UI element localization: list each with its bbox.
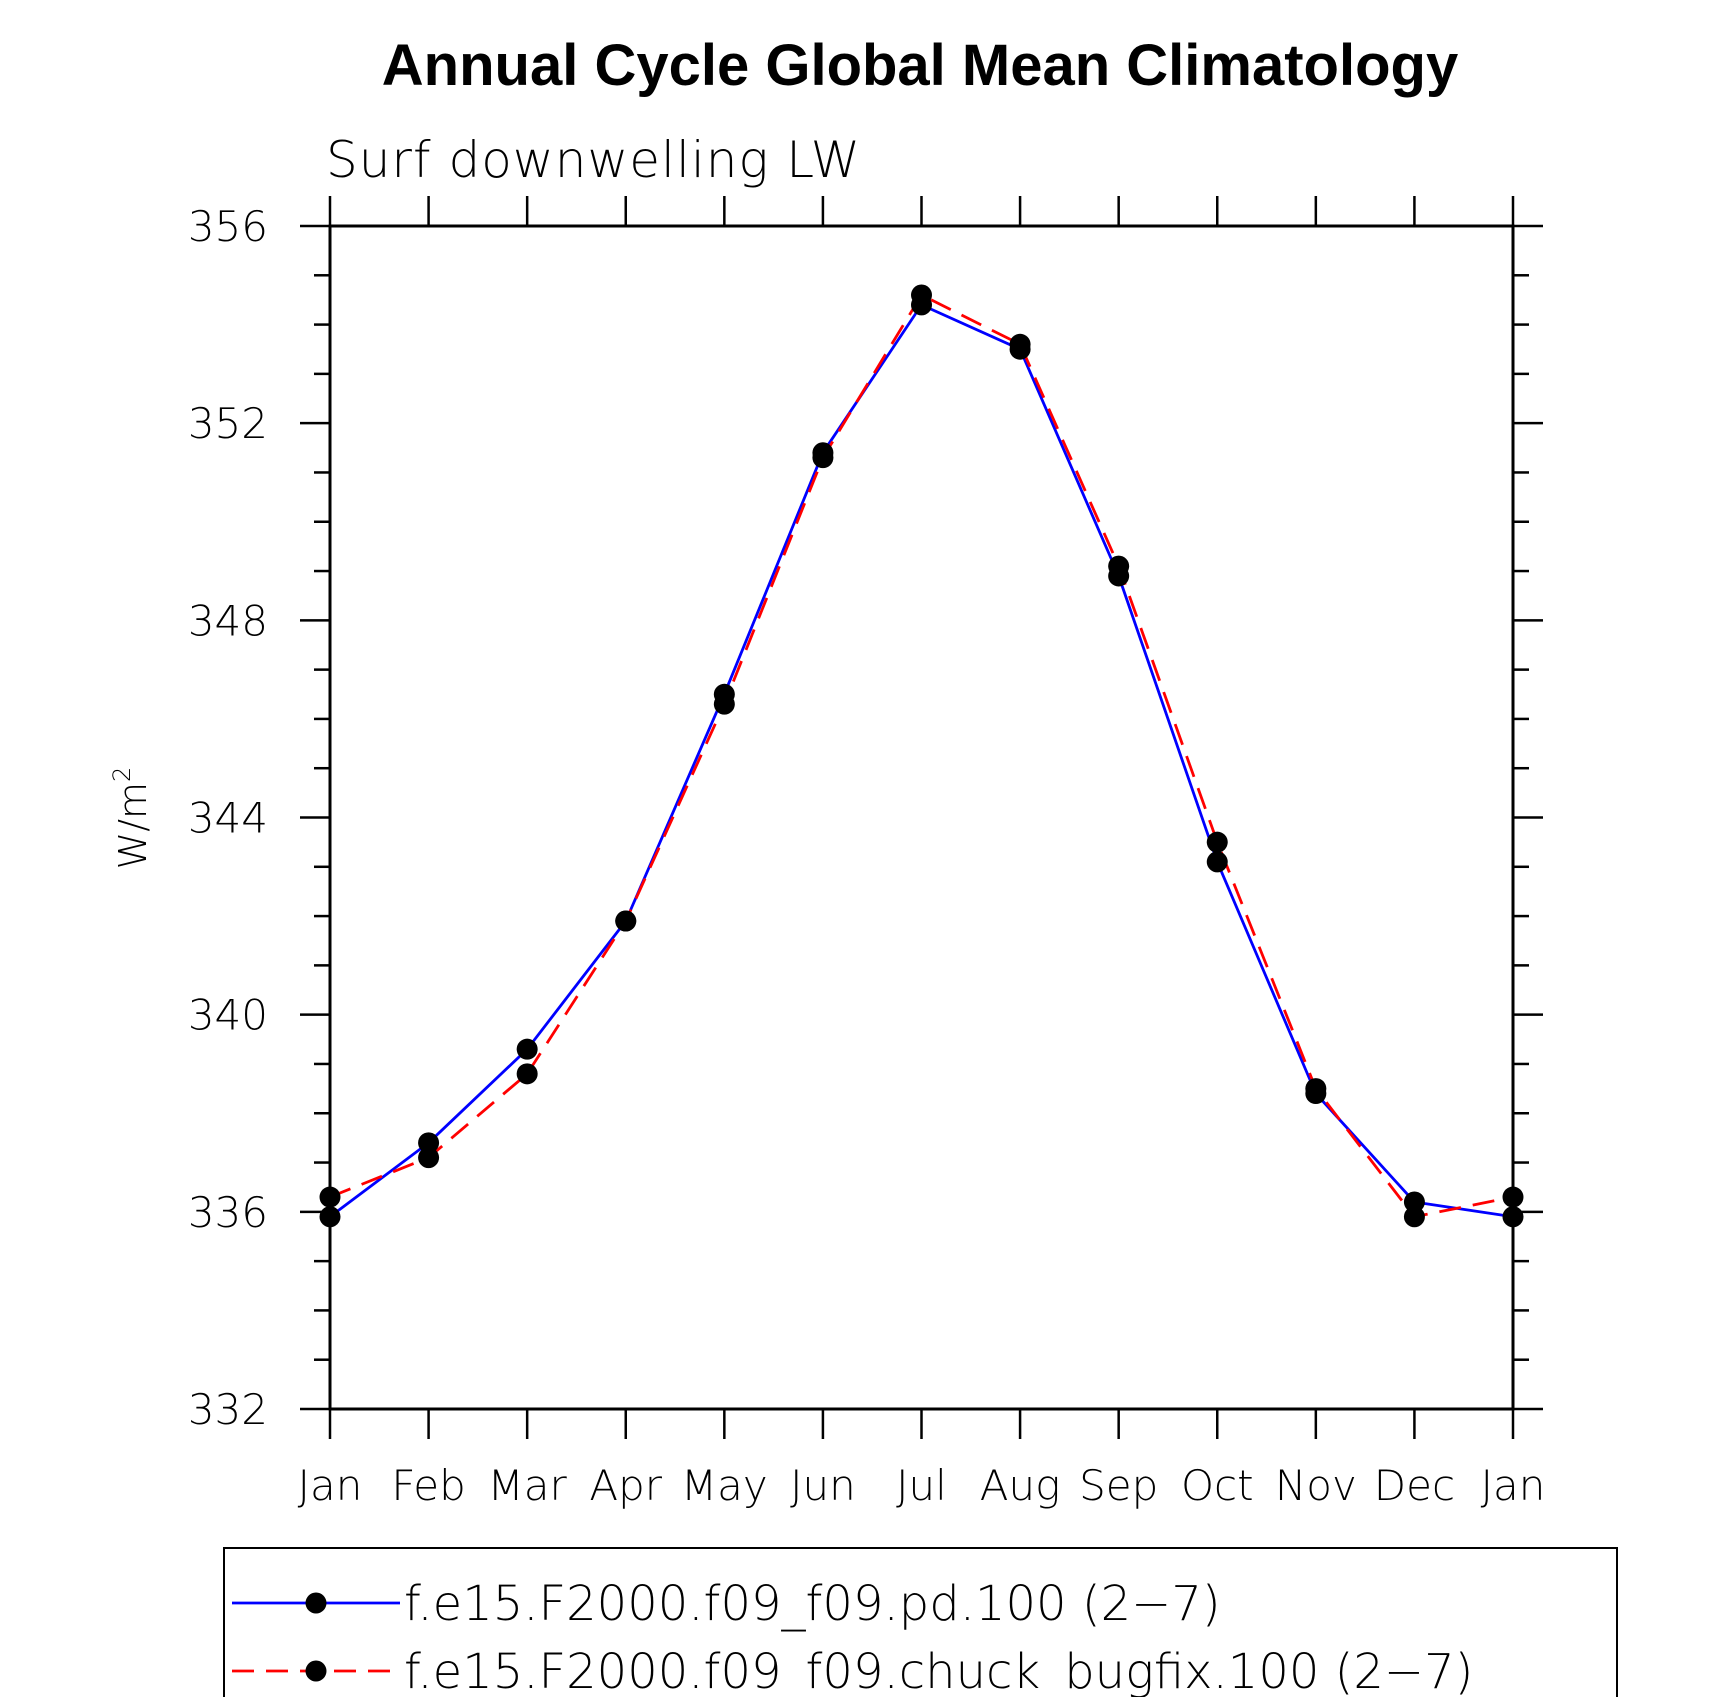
series-2-point bbox=[1108, 555, 1130, 577]
y-tick-label: 352 bbox=[188, 399, 268, 448]
axis-ticks bbox=[300, 196, 1543, 1439]
legend-marker-1 bbox=[305, 1592, 327, 1614]
series-1-point bbox=[319, 1206, 341, 1228]
series-2-point bbox=[1502, 1186, 1524, 1208]
x-tick-label: Jun bbox=[790, 1461, 856, 1510]
x-tick-label: Dec bbox=[1374, 1461, 1455, 1510]
x-tick-label: Oct bbox=[1181, 1461, 1254, 1510]
series-2-point bbox=[713, 693, 735, 715]
y-axis-label-superscript: 2 bbox=[108, 767, 136, 782]
series-2-point bbox=[1403, 1206, 1425, 1228]
y-tick-label: 348 bbox=[188, 596, 268, 645]
series-2-point bbox=[418, 1147, 440, 1169]
x-tick-label: Jan bbox=[298, 1461, 363, 1510]
legend-label-2: f.e15.F2000.f09_f09.chuck_bugfix.100 (2−… bbox=[404, 1644, 1473, 1697]
y-tick-label: 336 bbox=[188, 1188, 268, 1237]
series-1-point bbox=[1403, 1191, 1425, 1213]
y-tick-label: 344 bbox=[188, 794, 268, 843]
legend-marker-2 bbox=[305, 1660, 327, 1682]
series-line-2 bbox=[329, 293, 1514, 1219]
x-tick-label: Sep bbox=[1079, 1461, 1158, 1510]
series-2-point bbox=[1206, 831, 1228, 853]
series-1-point bbox=[516, 1038, 538, 1060]
series-2-point bbox=[516, 1063, 538, 1085]
series-line-1 bbox=[329, 303, 1514, 1219]
x-tick-label: Jul bbox=[896, 1461, 947, 1510]
x-tick-label: Apr bbox=[589, 1461, 662, 1510]
x-tick-label: Aug bbox=[980, 1461, 1061, 1510]
x-tick-label: Feb bbox=[391, 1461, 465, 1510]
series-1-point bbox=[418, 1132, 440, 1154]
x-tick-label: Mar bbox=[488, 1461, 568, 1510]
x-tick-label: Nov bbox=[1275, 1461, 1357, 1510]
legend-box bbox=[223, 1547, 1618, 1697]
legend-label-1: f.e15.F2000.f09_f09.pd.100 (2−7) bbox=[404, 1576, 1221, 1632]
x-tick-labels: Jan Feb Mar Apr May Jun Jul Aug Sep Oct Nov Dec Jan bbox=[298, 1461, 1546, 1510]
series-1-point bbox=[1206, 851, 1228, 873]
y-tick-labels: 332 336 340 344 348 352 356 bbox=[188, 202, 268, 1434]
series-1-point bbox=[1502, 1206, 1524, 1228]
plot-frame bbox=[328, 224, 1515, 1411]
series-2-point bbox=[319, 1186, 341, 1208]
series-2-point bbox=[1009, 333, 1031, 355]
chart-title: Annual Cycle Global Mean Climatology bbox=[382, 33, 1458, 98]
series-2-point bbox=[812, 447, 834, 469]
series-layer bbox=[319, 284, 1524, 1228]
legend: f.e15.F2000.f09_f09.pd.100 (2−7) f.e15.F2… bbox=[232, 1576, 1473, 1697]
y-axis-label-base: W/m bbox=[111, 782, 155, 869]
series-2-point bbox=[911, 284, 932, 306]
x-tick-label: May bbox=[681, 1461, 768, 1510]
y-tick-label: 356 bbox=[188, 202, 268, 251]
y-tick-label: 340 bbox=[188, 991, 268, 1040]
series-2-point bbox=[1305, 1078, 1327, 1100]
series-2-point bbox=[615, 910, 637, 932]
y-tick-label: 332 bbox=[188, 1385, 268, 1434]
y-axis-label: W/m2 bbox=[108, 767, 155, 870]
chart-subtitle: Surf downwelling LW bbox=[326, 131, 861, 189]
x-tick-label: Jan bbox=[1481, 1461, 1546, 1510]
